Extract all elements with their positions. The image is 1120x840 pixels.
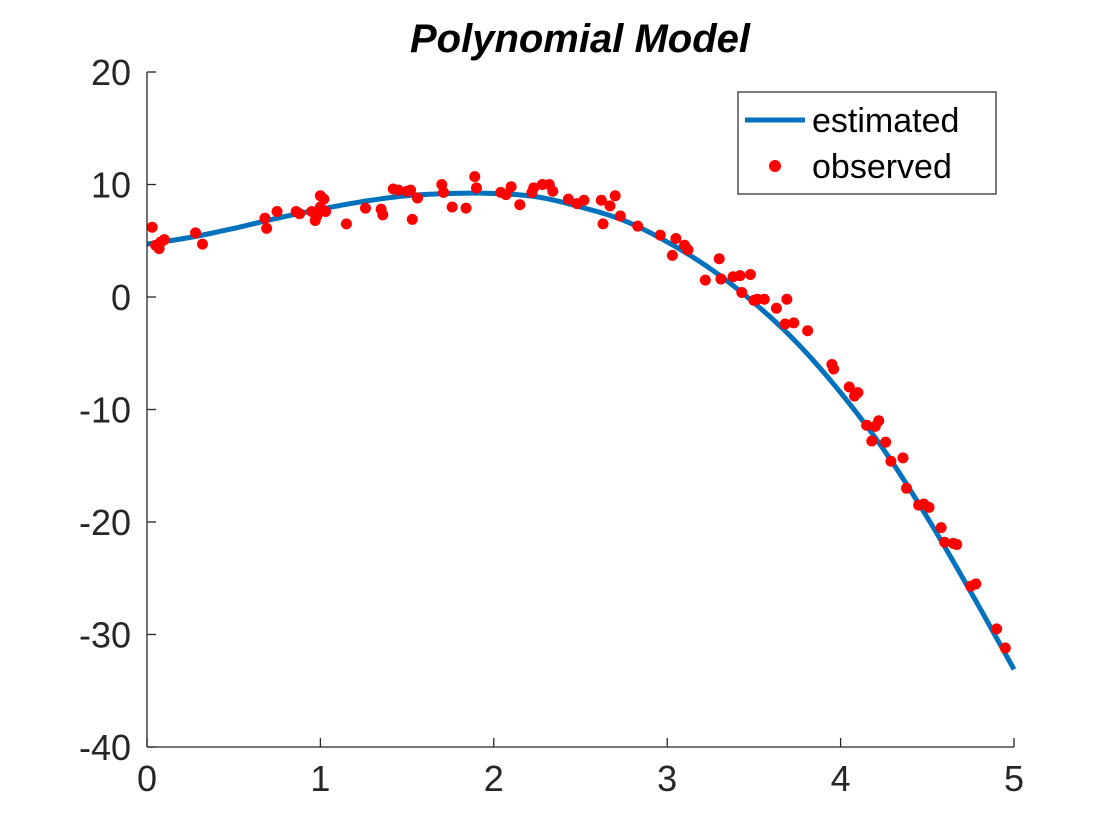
observed-point bbox=[873, 415, 885, 427]
observed-point bbox=[446, 201, 458, 213]
observed-point bbox=[578, 194, 590, 206]
observed-point bbox=[715, 273, 727, 285]
chart-title: Polynomial Model bbox=[410, 17, 751, 61]
y-tick-label: 0 bbox=[111, 277, 131, 318]
y-tick-label: 10 bbox=[91, 165, 131, 206]
observed-point bbox=[713, 253, 725, 265]
observed-point bbox=[259, 212, 271, 224]
observed-point bbox=[438, 186, 450, 198]
x-tick-label: 1 bbox=[310, 758, 330, 799]
observed-point bbox=[802, 325, 814, 337]
observed-point bbox=[632, 220, 644, 232]
observed-point bbox=[500, 189, 512, 201]
observed-point bbox=[788, 317, 800, 329]
y-tick-label: -30 bbox=[79, 615, 131, 656]
x-tick-label: 2 bbox=[484, 758, 504, 799]
observed-point bbox=[505, 181, 517, 193]
observed-point bbox=[699, 274, 711, 286]
observed-point bbox=[146, 221, 158, 233]
observed-point bbox=[392, 184, 404, 196]
observed-point bbox=[514, 199, 526, 211]
legend-observed-label: observed bbox=[812, 148, 952, 186]
observed-point bbox=[318, 193, 330, 205]
observed-point bbox=[597, 218, 609, 230]
observed-point bbox=[991, 623, 1003, 635]
observed-point bbox=[734, 270, 746, 282]
observed-point bbox=[271, 206, 283, 217]
observed-point bbox=[951, 539, 963, 550]
observed-point bbox=[311, 210, 323, 222]
observed-point bbox=[528, 182, 540, 194]
observed-series bbox=[146, 171, 1011, 654]
observed-point bbox=[196, 238, 208, 250]
observed-point bbox=[666, 249, 678, 261]
observed-point bbox=[406, 213, 418, 225]
x-tick-label: 5 bbox=[1004, 758, 1024, 799]
observed-point bbox=[885, 455, 897, 467]
x-tick-label: 4 bbox=[831, 758, 851, 799]
observed-point bbox=[609, 190, 621, 202]
legend-box bbox=[737, 91, 997, 195]
observed-point bbox=[770, 302, 782, 314]
observed-point bbox=[758, 293, 770, 305]
y-tick-label: -40 bbox=[79, 727, 131, 768]
x-tick-label: 3 bbox=[657, 758, 677, 799]
observed-point bbox=[412, 192, 423, 204]
x-tick-label: 0 bbox=[137, 758, 157, 799]
observed-point bbox=[779, 318, 791, 330]
observed-point bbox=[562, 193, 574, 205]
observed-point bbox=[595, 194, 607, 206]
observed-point bbox=[939, 536, 951, 548]
observed-point bbox=[469, 171, 481, 183]
observed-point bbox=[190, 227, 202, 239]
observed-point bbox=[923, 501, 935, 513]
observed-point bbox=[828, 363, 840, 375]
legend-observed-swatch bbox=[769, 160, 781, 172]
legend-estimated-label: estimated bbox=[812, 102, 959, 140]
observed-point bbox=[852, 387, 864, 399]
observed-point bbox=[294, 208, 306, 220]
y-tick-label: -10 bbox=[79, 390, 131, 431]
observed-point bbox=[682, 244, 694, 256]
observed-point bbox=[377, 209, 389, 221]
observed-point bbox=[604, 200, 616, 212]
observed-point bbox=[736, 287, 748, 298]
observed-point bbox=[470, 182, 482, 194]
legend: estimated observed bbox=[737, 91, 997, 195]
observed-point bbox=[999, 642, 1011, 654]
observed-point bbox=[405, 184, 417, 196]
observed-point bbox=[261, 222, 273, 234]
observed-point bbox=[843, 381, 855, 393]
y-tick-label: -20 bbox=[79, 502, 131, 543]
observed-point bbox=[320, 206, 332, 217]
observed-point bbox=[158, 234, 170, 246]
observed-point bbox=[861, 419, 873, 431]
observed-point bbox=[781, 293, 793, 305]
axes: 0 1 2 3 4 5 20 10 0 -10 -20 -30 -40 bbox=[79, 52, 1024, 799]
observed-point bbox=[900, 482, 912, 494]
observed-point bbox=[547, 185, 559, 197]
y-tick-label: 20 bbox=[91, 52, 131, 93]
observed-point bbox=[935, 522, 947, 534]
observed-point bbox=[880, 436, 892, 448]
observed-point bbox=[340, 218, 352, 230]
observed-point bbox=[460, 202, 472, 214]
observed-point bbox=[866, 435, 878, 447]
observed-point bbox=[744, 269, 756, 280]
observed-point bbox=[359, 202, 371, 214]
observed-point bbox=[670, 233, 682, 244]
observed-point bbox=[897, 452, 909, 464]
observed-point bbox=[654, 229, 666, 241]
observed-point bbox=[614, 210, 626, 222]
observed-point bbox=[970, 578, 982, 590]
